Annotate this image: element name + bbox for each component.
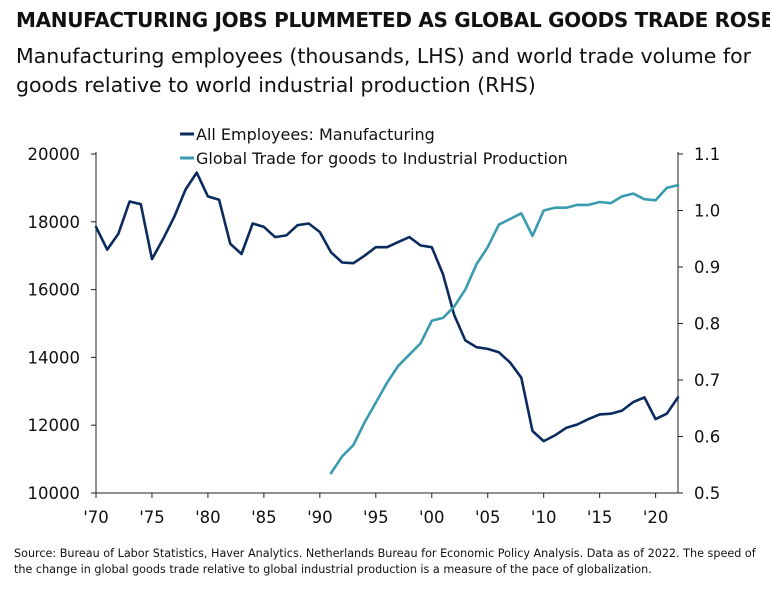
y-left-tick-label: 12000 — [28, 416, 81, 435]
legend-label: All Employees: Manufacturing — [196, 125, 435, 144]
series-line-manufacturing — [94, 171, 680, 443]
x-tick-label: '75 — [139, 508, 165, 527]
y-right-tick-label: 1.0 — [694, 202, 720, 221]
y-right-tick-label: 0.9 — [694, 258, 720, 277]
x-tick-label: '10 — [531, 508, 557, 527]
y-right-tick-label: 0.8 — [694, 315, 720, 334]
x-tick-label: '15 — [587, 508, 613, 527]
y-right-tick-label: 0.7 — [694, 371, 720, 390]
x-tick-label: '00 — [419, 508, 445, 527]
x-tick-label: '85 — [251, 508, 277, 527]
x-tick-label: '95 — [363, 508, 389, 527]
series-line-trade — [329, 183, 680, 475]
y-left-tick-label: 20000 — [28, 145, 81, 164]
x-tick-label: '90 — [307, 508, 333, 527]
axes: 10000 12000 14000 16000 18000 20000 0.5 0.6 0.7 0… — [28, 145, 721, 527]
y-right-tick-label: 0.6 — [694, 428, 720, 447]
y-left-tick-label: 18000 — [28, 213, 81, 232]
source-note: Source: Bureau of Labor Statistics, Have… — [14, 547, 756, 576]
y-left-tick-label: 14000 — [28, 348, 81, 367]
y-right-tick-label: 1.1 — [694, 145, 720, 164]
y-left-tick-label: 10000 — [28, 484, 81, 503]
x-tick-label: '05 — [475, 508, 501, 527]
x-tick-label: '80 — [195, 508, 221, 527]
x-tick-label: '70 — [83, 508, 109, 527]
y-left-tick-label: 16000 — [28, 281, 81, 300]
series-lines — [94, 171, 680, 475]
chart-subtitle: Manufacturing employees (thousands, LHS)… — [16, 44, 752, 97]
y-right-tick-label: 0.5 — [694, 484, 720, 503]
legend-label: Global Trade for goods to Industrial Pro… — [196, 149, 568, 168]
x-tick-label: '20 — [643, 508, 669, 527]
chart-title: MANUFACTURING JOBS PLUMMETED AS GLOBAL G… — [16, 8, 770, 32]
legend: All Employees: Manufacturing Global Trade… — [180, 125, 568, 168]
